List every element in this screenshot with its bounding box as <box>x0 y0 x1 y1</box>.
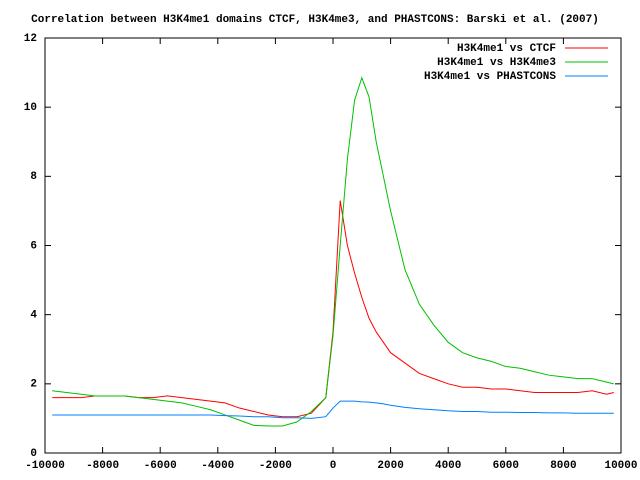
x-tick-label: 6000 <box>493 460 519 472</box>
y-tick-label: 0 <box>30 448 37 460</box>
x-tick-label: -6000 <box>144 460 177 472</box>
x-tick-label: 0 <box>330 460 337 472</box>
legend-label: H3K4me1 vs PHASTCONS <box>424 71 556 83</box>
x-tick-label: -2000 <box>259 460 292 472</box>
x-tick-label: 8000 <box>550 460 576 472</box>
x-tick-label: 4000 <box>435 460 461 472</box>
y-tick-label: 8 <box>30 171 37 183</box>
x-tick-label: -4000 <box>201 460 234 472</box>
x-tick-label: 10000 <box>604 460 637 472</box>
y-tick-label: 6 <box>30 240 37 252</box>
y-tick-label: 4 <box>30 310 37 322</box>
y-tick-label: 12 <box>24 33 37 45</box>
series-line <box>52 400 614 419</box>
legend-label: H3K4me1 vs CTCF <box>457 43 556 55</box>
y-tick-label: 10 <box>24 102 37 114</box>
y-tick-label: 2 <box>30 379 37 391</box>
series-line <box>52 76 614 427</box>
series-line <box>52 200 614 418</box>
chart-title: Correlation between H3K4me1 domains CTCF… <box>31 14 599 26</box>
legend-label: H3K4me1 vs H3K4me3 <box>437 57 556 69</box>
x-tick-label: -10000 <box>25 460 65 472</box>
x-tick-label: -8000 <box>86 460 119 472</box>
x-tick-label: 2000 <box>377 460 403 472</box>
